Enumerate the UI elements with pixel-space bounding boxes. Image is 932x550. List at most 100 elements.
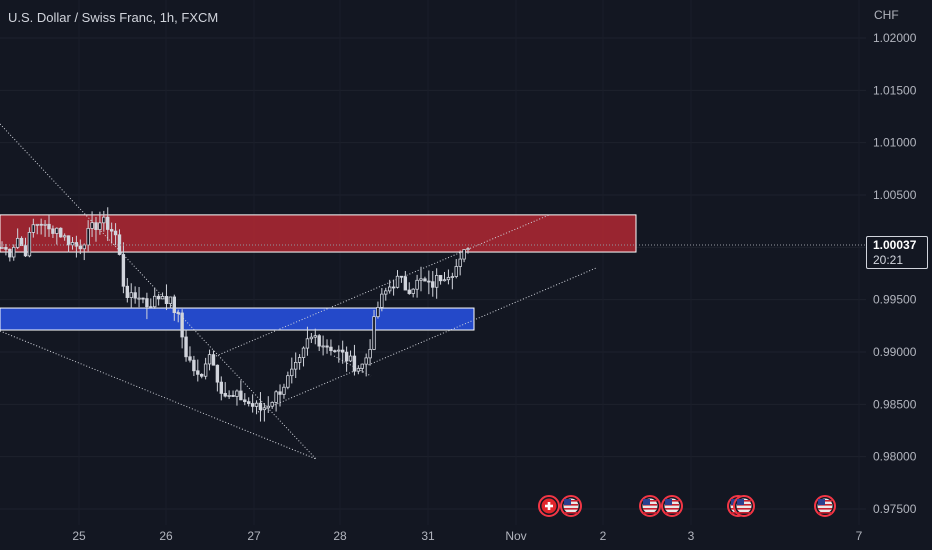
candle-body (59, 227, 63, 238)
candle-body (125, 285, 130, 298)
candle-body (415, 279, 419, 290)
trendline (333, 355, 372, 377)
trendline (215, 214, 550, 357)
us-flag-stripe (737, 508, 751, 510)
x-tick-label: 3 (688, 529, 695, 543)
candle-body (188, 356, 192, 361)
y-tick-label: 0.99500 (873, 293, 917, 307)
candle-body (78, 245, 83, 250)
us-flag-stripe (737, 512, 751, 514)
candle-body (102, 216, 106, 224)
candle-body (176, 312, 180, 314)
candle-body (121, 254, 126, 287)
candle-body (0, 247, 4, 249)
candle-body (243, 399, 247, 403)
candle-body (66, 235, 71, 246)
candle-body (446, 276, 451, 281)
last-price-tag: 1.00037 20:21 (866, 236, 928, 269)
x-tick-label: 26 (159, 529, 173, 543)
trendlines[interactable] (0, 123, 597, 460)
candle-body (129, 292, 133, 298)
support-zone (0, 307, 475, 331)
candle-body (160, 296, 165, 300)
candle-body (258, 402, 263, 411)
candle-body (427, 280, 431, 283)
us-flag-canton (665, 499, 672, 505)
candle-body (207, 354, 212, 365)
candle-body (239, 390, 243, 401)
candle-body (98, 222, 102, 230)
x-axis[interactable]: 25 26 27 28 31 Nov 2 3 7 (72, 529, 862, 543)
candle-body (458, 258, 462, 267)
candle-body (450, 276, 455, 278)
candle-body (180, 312, 184, 338)
us-flag-icon[interactable] (661, 495, 683, 517)
candle-body (411, 288, 415, 294)
candles (0, 207, 470, 422)
candle-body (15, 237, 20, 248)
us-flag-canton (643, 499, 650, 505)
currency-label: CHF (874, 8, 899, 22)
candle-body (247, 401, 251, 404)
candle-body (27, 232, 32, 257)
candle-body (231, 395, 235, 397)
x-tick-label: 7 (856, 529, 863, 543)
candle-body (270, 402, 274, 407)
candle-body (266, 405, 270, 409)
y-tick-label: 0.98000 (873, 450, 917, 464)
candle-body (43, 223, 47, 226)
candle-body (153, 295, 157, 308)
y-tick-label: 1.02000 (873, 31, 917, 45)
candle-body (293, 361, 298, 370)
candle-body (442, 279, 447, 282)
candle-body (90, 222, 94, 229)
candle-body (309, 336, 314, 340)
candle-body (172, 296, 177, 313)
candle-body (387, 286, 392, 292)
us-flag-stripe (564, 512, 578, 514)
swiss-flag-icon[interactable] (538, 495, 560, 517)
candle-body (376, 306, 380, 318)
candle-body (106, 216, 110, 230)
swiss-cross-h (545, 504, 553, 508)
candle-body (325, 345, 329, 348)
candle-body (203, 363, 208, 377)
us-flag-icon[interactable] (814, 495, 836, 517)
candle-body (282, 386, 286, 395)
bar-countdown: 20:21 (873, 253, 904, 267)
candle-body (329, 346, 333, 352)
y-tick-label: 1.01500 (873, 83, 917, 97)
candle-body (317, 335, 321, 347)
candle-body (47, 223, 51, 230)
candle-body (356, 367, 361, 372)
candle-body (141, 297, 145, 300)
x-tick-label: 31 (421, 529, 435, 543)
candle-body (156, 295, 161, 300)
zones[interactable] (0, 214, 637, 331)
candle-body (466, 248, 470, 251)
candle-body (337, 349, 341, 352)
events-row[interactable] (538, 495, 836, 517)
candle-body (297, 357, 302, 363)
candle-body (19, 237, 24, 247)
us-flag-icon[interactable] (733, 495, 755, 517)
candle-body (301, 347, 306, 358)
candle-body (438, 275, 443, 282)
candle-body (164, 296, 169, 304)
candle-body (223, 392, 227, 397)
candle-body (74, 242, 79, 247)
candle-body (372, 316, 376, 350)
candle-body (380, 293, 384, 308)
candle-body (137, 297, 141, 300)
us-flag-icon[interactable] (560, 495, 582, 517)
candle-body (399, 275, 404, 278)
resistance-zone (0, 214, 637, 253)
candle-body (364, 357, 368, 365)
us-flag-icon[interactable] (639, 495, 661, 517)
candle-body (431, 281, 435, 288)
us-flag-stripe (818, 508, 832, 510)
candle-body (23, 245, 28, 257)
candle-body (184, 336, 188, 358)
candle-body (360, 363, 364, 369)
